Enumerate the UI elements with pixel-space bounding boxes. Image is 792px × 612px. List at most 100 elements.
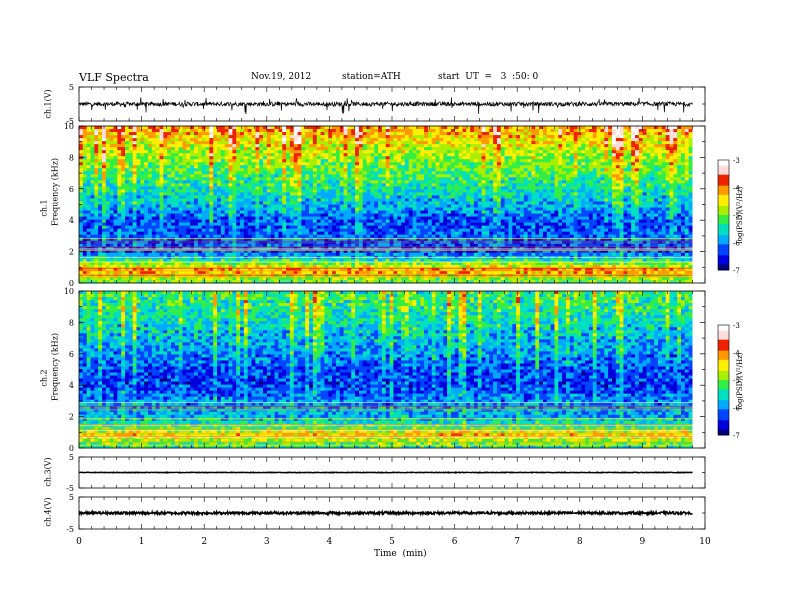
spectrogram-cell [500, 213, 505, 217]
spectrogram-cell [562, 153, 567, 157]
spectrogram-cell [611, 204, 617, 208]
spectrogram-cell [550, 183, 555, 187]
spectrogram-cell [282, 198, 287, 202]
spectrogram-cell [109, 171, 114, 175]
spectrogram-cell [508, 150, 513, 154]
spectrogram-cell [109, 180, 114, 184]
spectrogram-cell [125, 162, 130, 166]
spectrogram-cell [485, 189, 490, 193]
spectrogram-cell [416, 195, 421, 199]
spectrogram-cell [79, 174, 84, 178]
spectrogram-cell [642, 132, 647, 136]
spectrogram-cell [650, 138, 655, 142]
spectrogram-cell [654, 165, 659, 169]
spectrogram-cell [404, 195, 410, 199]
spectrogram-cell [462, 180, 467, 184]
spectrogram-cell [339, 147, 344, 151]
spectrogram-cell [462, 210, 467, 214]
spectrogram-cell [339, 177, 344, 181]
spectrogram-cell [274, 210, 279, 214]
spectrogram-cell [358, 186, 364, 190]
spectrogram-cell [197, 129, 203, 133]
spectrogram-cell [604, 216, 609, 220]
spectrogram-cell [151, 213, 157, 217]
spectrogram-cell [569, 165, 575, 169]
spectrogram-cell [477, 210, 482, 214]
spectrogram-cell [512, 183, 517, 187]
spectrogram-cell [600, 144, 605, 148]
spectrogram-cell [209, 147, 214, 151]
spectrogram-cell [504, 144, 509, 148]
spectrogram-cell [105, 141, 111, 145]
spectrogram-cell [554, 153, 559, 157]
spectrogram-cell [102, 192, 107, 196]
spectrogram-cell [596, 144, 601, 148]
spectrogram-cell [358, 171, 364, 175]
spectrogram-cell [493, 162, 498, 166]
spectrogram-cell [132, 198, 137, 202]
spectrogram-cell [174, 207, 180, 211]
spectrogram-cell [577, 159, 582, 163]
spectrogram-cell [305, 156, 310, 160]
spectrogram-cell [688, 150, 693, 154]
spectrogram-cell [251, 135, 256, 139]
spectrogram-cell [654, 198, 659, 202]
spectrogram-cell [650, 207, 655, 211]
spectrogram-cell [416, 204, 421, 208]
spectrogram-cell [611, 183, 617, 187]
spectrogram-cell [470, 198, 475, 202]
spectrogram-cell [374, 156, 379, 160]
spectrogram-cell [504, 174, 509, 178]
spectrogram-cell [335, 201, 341, 205]
spectrogram-cell [102, 135, 107, 139]
spectrogram-cell [431, 171, 436, 175]
spectrogram-cell [240, 180, 245, 184]
spectrogram-cell [385, 201, 390, 205]
spectrogram-cell [627, 156, 632, 160]
spectrogram-cell [109, 192, 114, 196]
spectrogram-cell [435, 129, 440, 133]
spectrogram-cell [117, 201, 122, 205]
spectrogram-cell [385, 195, 390, 199]
spectrogram-cell [105, 135, 111, 139]
spectrogram-cell [378, 156, 383, 160]
spectrogram-cell [125, 207, 130, 211]
spectrogram-cell [611, 156, 617, 160]
spectrogram-cell [431, 129, 436, 133]
spectrogram-cell [470, 195, 475, 199]
spectrogram-cell [224, 198, 229, 202]
spectrogram-cell [94, 144, 99, 148]
spectrogram-cell [312, 132, 318, 136]
spectrogram-cell [481, 180, 486, 184]
spectrogram-cell [477, 213, 482, 217]
spectrogram-cell [439, 144, 444, 148]
spectrogram-cell [531, 198, 536, 202]
spectrogram-cell [121, 147, 126, 151]
spectrogram-cell [669, 171, 674, 175]
spectrogram-cell [362, 207, 367, 211]
spectrogram-cell [109, 150, 114, 154]
spectrogram-cell [623, 141, 628, 145]
spectrogram-cell [190, 216, 195, 220]
spectrogram-cell [140, 135, 145, 139]
spectrogram-cell [577, 201, 582, 205]
spectrogram-cell [301, 201, 306, 205]
spectrogram-cell [125, 171, 130, 175]
spectrogram-cell [293, 141, 298, 145]
spectrogram-cell [680, 189, 686, 193]
spectrogram-cell [274, 162, 279, 166]
spectrogram-cell [420, 204, 425, 208]
spectrogram-cell [535, 210, 540, 214]
spectrogram-cell [401, 129, 406, 133]
spectrogram-cell [270, 210, 275, 214]
spectrogram-cell [466, 147, 471, 151]
spectrogram-cell [420, 213, 425, 217]
spectrogram-cell [634, 168, 640, 172]
spectrogram-cell [654, 171, 659, 175]
spectrogram-cell [439, 180, 444, 184]
spectrogram-cell [489, 207, 494, 211]
spectrogram-cell [650, 186, 655, 190]
spectrogram-cell [270, 159, 275, 163]
spectrogram-cell [209, 207, 214, 211]
spectrogram-cell [312, 189, 318, 193]
